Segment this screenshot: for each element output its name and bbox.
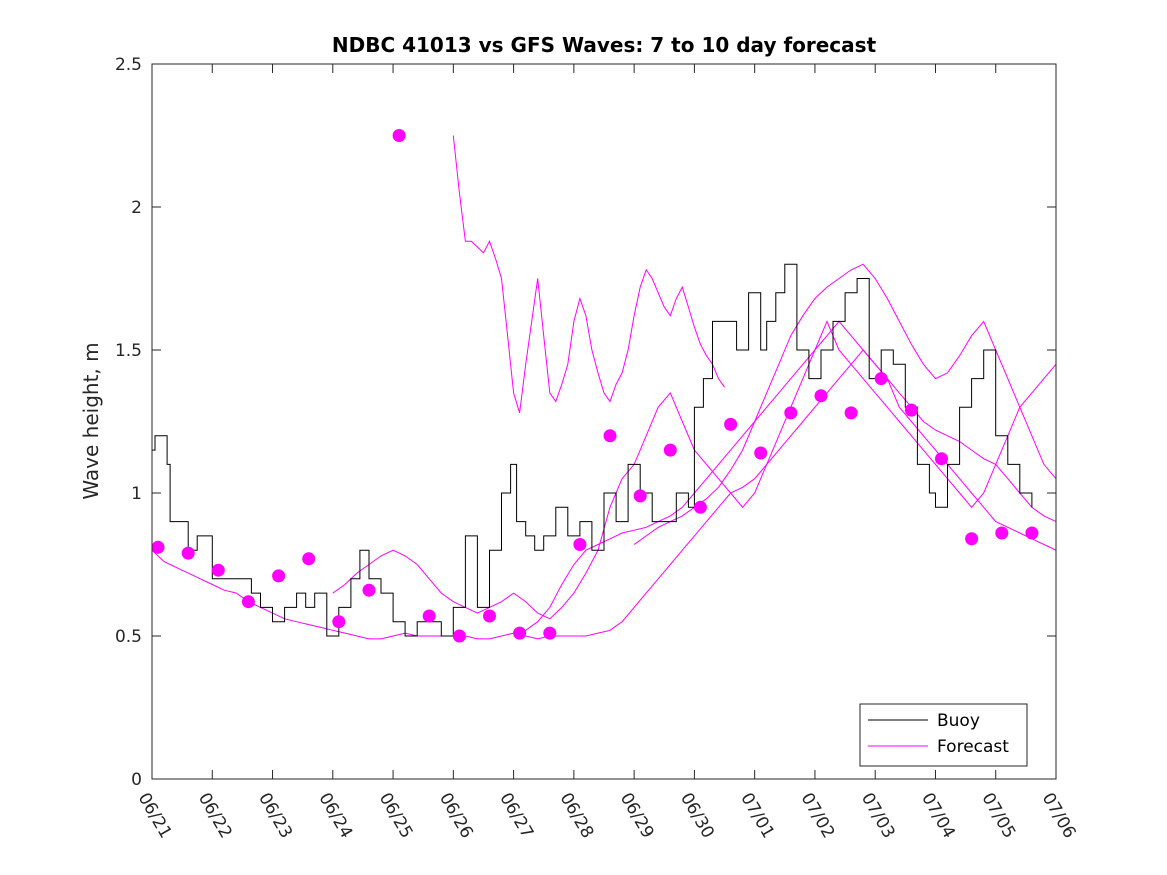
y-axis-ticks: 0 0.5 1 1.5 2 2.5 (115, 55, 1056, 790)
forecast-point (724, 417, 738, 431)
y-tick-label: 1 (131, 484, 142, 504)
forecast-point (272, 569, 286, 583)
forecast-point (633, 489, 647, 503)
forecast-point (211, 563, 225, 577)
y-tick-label: 2.5 (115, 55, 142, 75)
forecast-point (603, 429, 617, 443)
forecast-point (754, 446, 768, 460)
forecast-line (452, 135, 725, 414)
forecast-point (1025, 526, 1039, 540)
forecast-line (633, 263, 1057, 545)
forecast-point (513, 626, 527, 640)
forecast-point (663, 443, 677, 457)
forecast-point (693, 500, 707, 514)
forecast-line (513, 349, 1057, 640)
forecast-point (151, 540, 165, 554)
axes-box (151, 63, 1057, 780)
chart-title: NDBC 41013 vs GFS Waves: 7 to 10 day for… (332, 33, 877, 57)
forecast-point (452, 629, 466, 643)
y-tick-label: 0.5 (115, 627, 142, 647)
forecast-point (483, 609, 496, 623)
forecast-point (935, 452, 948, 466)
forecast-point (995, 526, 1009, 540)
y-tick-label: 2 (131, 198, 142, 218)
forecast-point (573, 538, 587, 551)
forecast-point (392, 129, 406, 142)
y-tick-label: 1.5 (115, 341, 142, 361)
legend-forecast-label: Forecast (937, 737, 1009, 757)
forecast-point (241, 595, 255, 609)
y-axis-label: Wave height, m (79, 342, 103, 499)
forecast-point (965, 532, 979, 546)
buoy-line (152, 263, 1033, 637)
forecast-point (874, 372, 888, 386)
forecast-point (332, 615, 346, 629)
forecast-point (181, 546, 195, 560)
legend: Buoy Forecast (859, 703, 1028, 767)
legend-buoy-label: Buoy (937, 711, 980, 731)
forecast-point (904, 403, 918, 417)
forecast-point (844, 406, 858, 420)
forecast-point (814, 389, 828, 403)
forecast-point (302, 552, 316, 566)
forecast-point (543, 626, 557, 640)
legend-box (859, 703, 1028, 767)
forecast-point (422, 609, 436, 623)
series-layer (151, 129, 1057, 643)
forecast-point (362, 583, 376, 597)
forecast-point (784, 406, 798, 420)
y-tick-label: 0 (131, 770, 142, 790)
